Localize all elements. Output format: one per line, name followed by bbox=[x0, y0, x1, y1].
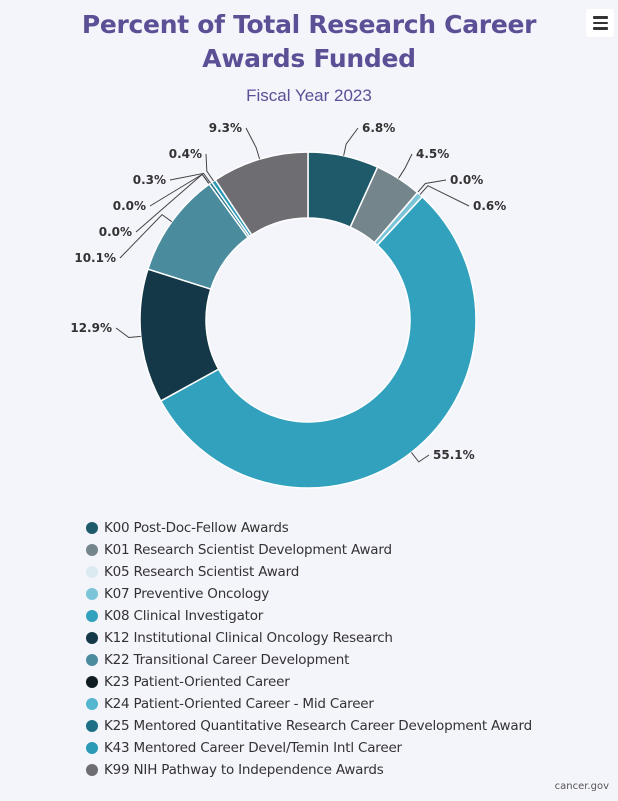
chart-menu-button[interactable] bbox=[586, 9, 614, 37]
data-label: 0.0% bbox=[113, 199, 146, 213]
legend-item[interactable]: K12 Institutional Clinical Oncology Rese… bbox=[86, 627, 532, 649]
legend-swatch bbox=[86, 544, 98, 556]
legend-label: K08 Clinical Investigator bbox=[104, 608, 264, 624]
legend-item[interactable]: K23 Patient-Oriented Career bbox=[86, 671, 532, 693]
data-label: 0.4% bbox=[169, 147, 202, 161]
data-label-connector bbox=[169, 172, 211, 184]
legend-item[interactable]: K00 Post-Doc-Fellow Awards bbox=[86, 517, 532, 539]
legend-label: K23 Patient-Oriented Career bbox=[104, 674, 290, 690]
data-label: 0.3% bbox=[133, 173, 166, 187]
chart-title-line-1: Percent of Total Research Career bbox=[81, 10, 537, 39]
data-label: 12.9% bbox=[70, 321, 112, 335]
legend-label: K05 Research Scientist Award bbox=[104, 564, 300, 580]
data-label: 4.5% bbox=[416, 147, 449, 161]
legend-swatch bbox=[86, 654, 98, 666]
legend-swatch bbox=[86, 676, 98, 688]
chart-subtitle: Fiscal Year 2023 bbox=[246, 86, 372, 105]
legend-item[interactable]: K22 Transitional Career Development bbox=[86, 649, 532, 671]
legend-label: K01 Research Scientist Development Award bbox=[104, 542, 392, 558]
legend-item[interactable]: K25 Mentored Quantitative Research Caree… bbox=[86, 715, 532, 737]
legend-item[interactable]: K99 NIH Pathway to Independence Awards bbox=[86, 759, 532, 781]
legend-label: K22 Transitional Career Development bbox=[104, 652, 350, 668]
legend-label: K12 Institutional Clinical Oncology Rese… bbox=[104, 630, 393, 646]
legend-swatch bbox=[86, 698, 98, 710]
legend-swatch bbox=[86, 610, 98, 622]
legend-item[interactable]: K07 Preventive Oncology bbox=[86, 583, 532, 605]
hamburger-icon-bar bbox=[592, 21, 608, 25]
legend-item[interactable]: K24 Patient-Oriented Career - Mid Career bbox=[86, 693, 532, 715]
data-label-connector bbox=[343, 127, 359, 156]
data-label-connector bbox=[398, 153, 413, 179]
data-label: 6.8% bbox=[362, 121, 395, 135]
data-label-connector bbox=[115, 327, 141, 339]
legend-label: K00 Post-Doc-Fellow Awards bbox=[104, 520, 289, 536]
donut-chart: 6.8%4.5%0.0%0.6%55.1%12.9%10.1%0.0%0.0%0… bbox=[70, 121, 506, 489]
legend-swatch bbox=[86, 522, 98, 534]
legend-item[interactable]: K08 Clinical Investigator bbox=[86, 605, 532, 627]
donut-slice[interactable] bbox=[159, 195, 477, 489]
chart-title-line-2: Awards Funded bbox=[202, 44, 416, 73]
legend-item[interactable]: K01 Research Scientist Development Award bbox=[86, 539, 532, 561]
legend-label: K07 Preventive Oncology bbox=[104, 586, 270, 602]
legend-item[interactable]: K43 Mentored Career Devel/Temin Intl Car… bbox=[86, 737, 532, 759]
legend-swatch bbox=[86, 566, 98, 578]
chart-legend: K00 Post-Doc-Fellow Awards K01 Research S… bbox=[86, 517, 532, 781]
data-label: 0.0% bbox=[99, 225, 132, 239]
data-label: 10.1% bbox=[74, 251, 116, 265]
legend-item[interactable]: K05 Research Scientist Award bbox=[86, 561, 532, 583]
data-label: 0.0% bbox=[450, 173, 483, 187]
chart-title: Percent of Total Research Career Awards … bbox=[0, 8, 618, 76]
data-label: 55.1% bbox=[433, 448, 475, 462]
legend-label: K43 Mentored Career Devel/Temin Intl Car… bbox=[104, 740, 402, 756]
data-label-connector bbox=[410, 452, 430, 463]
data-label-connector bbox=[149, 173, 210, 207]
legend-label: K25 Mentored Quantitative Research Caree… bbox=[104, 718, 532, 734]
data-label-connector bbox=[119, 213, 173, 259]
data-label-connector bbox=[417, 179, 447, 193]
data-label-connector bbox=[205, 153, 214, 182]
legend-swatch bbox=[86, 742, 98, 754]
legend-swatch bbox=[86, 632, 98, 644]
data-label: 9.3% bbox=[209, 121, 242, 135]
legend-swatch bbox=[86, 764, 98, 776]
hamburger-icon-bar bbox=[592, 16, 608, 19]
data-label-connector bbox=[419, 185, 470, 207]
legend-swatch bbox=[86, 588, 98, 600]
data-label-connector bbox=[245, 127, 261, 160]
legend-label: K99 NIH Pathway to Independence Awards bbox=[104, 762, 384, 778]
legend-swatch bbox=[86, 720, 98, 732]
donut-slice[interactable] bbox=[214, 151, 309, 236]
legend-label: K24 Patient-Oriented Career - Mid Career bbox=[104, 696, 374, 712]
credits-link[interactable]: cancer.gov bbox=[554, 781, 609, 792]
hamburger-icon-bar bbox=[592, 27, 608, 30]
data-label: 0.6% bbox=[473, 199, 506, 213]
